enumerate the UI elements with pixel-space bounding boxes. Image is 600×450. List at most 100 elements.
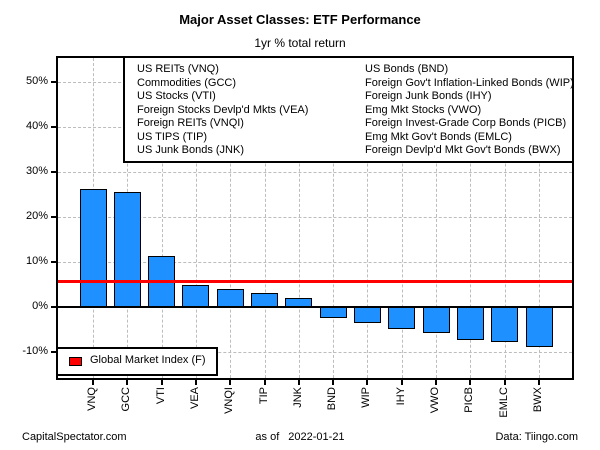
etf-legend-item: Foreign Stocks Devlp'd Mkts (VEA) xyxy=(137,103,309,116)
bar-tip xyxy=(251,293,279,307)
x-axis-tick xyxy=(160,380,163,385)
bar-emlc xyxy=(491,306,519,342)
etf-legend-item: Foreign Gov't Inflation-Linked Bonds (WI… xyxy=(365,76,574,89)
y-axis-tick xyxy=(51,350,56,353)
v-gridline xyxy=(367,58,369,378)
red-line-swatch-icon xyxy=(69,357,82,366)
v-gridline xyxy=(470,58,472,378)
etf-legend-right-column: US Bonds (BND) Foreign Gov't Inflation-Li… xyxy=(365,63,574,158)
footer-data-credit: Data: Tiingo.com xyxy=(495,431,578,443)
v-gridline xyxy=(298,58,300,378)
v-gridline xyxy=(161,58,163,378)
x-axis-label-vti: VTI xyxy=(154,387,167,405)
x-axis-label-vea: VEA xyxy=(188,387,201,410)
bar-vnqi xyxy=(216,288,244,307)
y-axis-label: 30% xyxy=(25,164,48,177)
h-gridline xyxy=(58,216,572,218)
x-axis-label-picb: PICB xyxy=(463,387,476,413)
y-axis-label: 20% xyxy=(25,209,48,222)
x-axis-tick xyxy=(229,380,232,385)
bar-picb xyxy=(456,306,484,341)
global-market-index-line xyxy=(58,280,572,284)
v-gridline xyxy=(333,58,335,378)
x-axis-tick xyxy=(503,380,506,385)
x-axis-tick xyxy=(297,380,300,385)
etf-legend-item: US Bonds (BND) xyxy=(365,63,449,75)
y-axis-tick xyxy=(51,260,56,263)
v-gridline xyxy=(436,58,438,378)
etf-legend-item: US TIPS (TIP) xyxy=(137,130,208,143)
x-axis-tick xyxy=(538,380,540,385)
h-gridline xyxy=(58,261,572,263)
x-axis-label-gcc: GCC xyxy=(120,387,133,412)
x-axis-label-wip: WIP xyxy=(360,387,373,408)
etf-legend-item: Foreign Devlp'd Mkt Gov't Bonds (BWX) xyxy=(365,144,561,156)
x-axis-label-bnd: BND xyxy=(326,387,339,411)
v-gridline xyxy=(401,58,403,378)
x-axis-label-tip: TIP xyxy=(257,387,270,405)
x-axis-tick xyxy=(435,380,438,385)
x-axis-label-vnq: VNQ xyxy=(86,387,98,411)
etf-legend-item: Emg Mkt Gov't Bonds (EMLC) xyxy=(365,130,512,143)
x-axis-tick xyxy=(194,380,197,385)
etf-legend-item: US REITs (VNQ) xyxy=(137,63,219,75)
bar-jnk xyxy=(285,297,313,307)
x-axis-tick xyxy=(469,380,472,385)
plot-area: US REITs (VNQ) Commodities (GCC) US Stocks… xyxy=(56,56,574,380)
etf-legend-item: Commodities (GCC) xyxy=(137,76,237,89)
bar-bnd xyxy=(319,306,347,319)
x-axis-tick xyxy=(366,380,369,385)
as-of-date: 2022-01-21 xyxy=(288,431,345,443)
v-gridline xyxy=(264,58,266,378)
x-axis-label-bwx: BWX xyxy=(532,387,544,413)
x-axis-tick xyxy=(400,380,403,385)
y-axis-label: 0% xyxy=(32,299,48,312)
etf-legend-item: US Junk Bonds (JNK) xyxy=(137,144,244,156)
x-axis-label-vwo: VWO xyxy=(429,387,442,414)
y-axis-tick xyxy=(51,80,56,83)
etf-legend-item: Emg Mkt Stocks (VWO) xyxy=(365,103,482,116)
y-axis-tick xyxy=(51,305,56,308)
y-axis-label: 10% xyxy=(25,254,48,267)
y-axis-label: 40% xyxy=(25,119,48,132)
y-axis-label: -10% xyxy=(22,344,48,357)
etf-legend-item: Foreign Invest-Grade Corp Bonds (PICB) xyxy=(365,117,567,129)
y-axis-tick xyxy=(51,215,56,218)
v-gridline xyxy=(539,58,540,378)
chart-title: Major Asset Classes: ETF Performance xyxy=(179,12,421,27)
x-axis-tick xyxy=(126,380,129,385)
market-index-legend-label: Global Market Index (F) xyxy=(90,354,206,366)
bar-gcc xyxy=(113,191,141,307)
bar-vnq xyxy=(79,188,107,307)
x-axis-label-jnk: JNK xyxy=(291,387,304,408)
y-axis-tick xyxy=(51,170,56,173)
bar-bwx xyxy=(525,306,553,347)
footer-source: CapitalSpectator.com xyxy=(22,431,127,443)
x-axis-tick xyxy=(263,380,266,385)
v-gridline xyxy=(195,58,197,378)
bar-vwo xyxy=(422,306,450,333)
bar-wip xyxy=(353,306,381,324)
etf-legend-item: Foreign Junk Bonds (IHY) xyxy=(365,90,492,102)
v-gridline xyxy=(504,58,506,378)
footer-as-of: as of 2022-01-21 xyxy=(0,431,600,443)
zero-axis-line xyxy=(58,305,572,308)
as-of-label: as of xyxy=(255,431,280,443)
bar-vea xyxy=(182,284,210,307)
v-gridline xyxy=(230,58,232,378)
chart-subtitle: 1yr % total return xyxy=(254,36,346,50)
x-axis-tick xyxy=(92,380,94,385)
x-axis-tick xyxy=(332,380,335,385)
etf-legend-item: Foreign REITs (VNQI) xyxy=(137,117,244,129)
y-axis-tick xyxy=(51,125,56,128)
x-axis-label-vnqi: VNQI xyxy=(223,387,236,414)
market-index-legend-box: Global Market Index (F) xyxy=(56,347,218,376)
etf-name-legend-box: US REITs (VNQ) Commodities (GCC) US Stocks… xyxy=(123,56,574,163)
x-axis-label-ihy: IHY xyxy=(394,387,407,406)
bar-ihy xyxy=(388,306,416,329)
h-gridline xyxy=(58,351,572,353)
etf-legend-left-column: US REITs (VNQ) Commodities (GCC) US Stocks… xyxy=(137,63,308,158)
etf-legend-item: US Stocks (VTI) xyxy=(137,90,216,102)
x-axis-label-emlc: EMLC xyxy=(497,387,510,418)
